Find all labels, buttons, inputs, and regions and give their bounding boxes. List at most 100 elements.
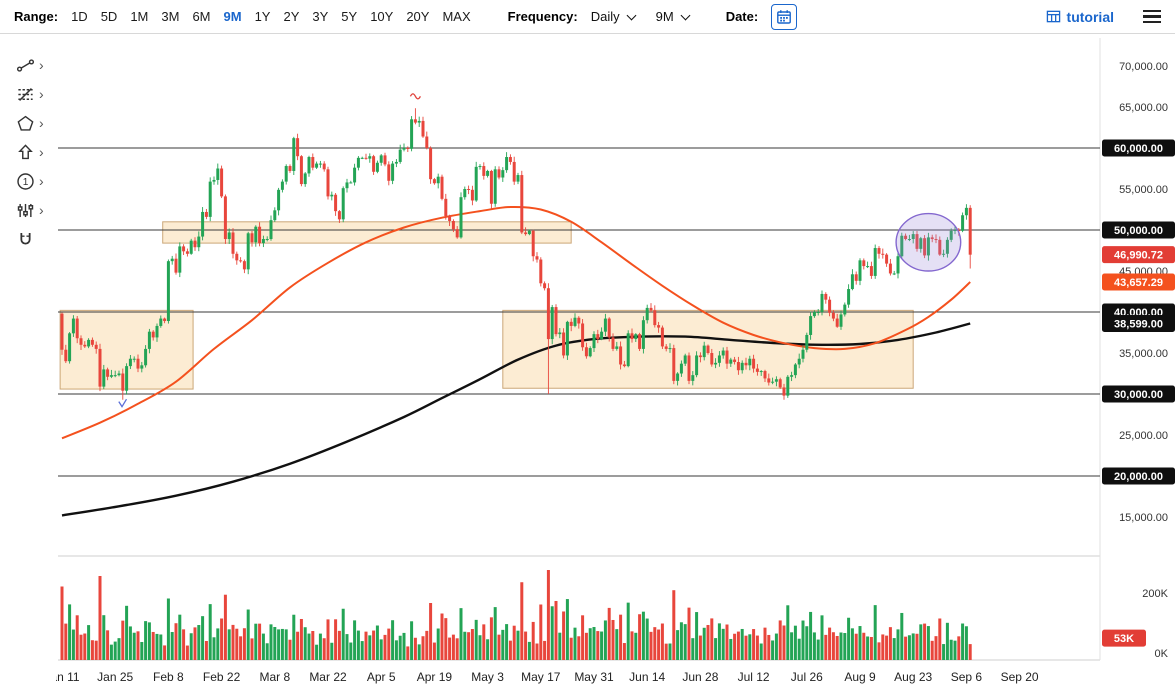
svg-text:53K: 53K — [1114, 633, 1134, 645]
submenu-chevron-icon: › — [39, 144, 44, 160]
svg-text:30,000.00: 30,000.00 — [1114, 389, 1163, 401]
range-option-5D[interactable]: 5D — [100, 9, 118, 24]
highlight-ellipse[interactable] — [895, 212, 962, 272]
svg-text:Mar 22: Mar 22 — [309, 670, 347, 684]
volume-badge — [1102, 629, 1146, 647]
shape-tool-button[interactable]: › — [16, 114, 44, 132]
ma-slow-line — [61, 322, 971, 517]
frequency-dropdown[interactable]: Daily — [590, 9, 637, 24]
range-option-1M[interactable]: 1M — [130, 9, 149, 24]
peak-marker — [409, 93, 421, 100]
range-option-3Y[interactable]: 3Y — [312, 9, 329, 24]
svg-text:55,000.00: 55,000.00 — [1119, 184, 1168, 196]
svg-text:38,599.00: 38,599.00 — [1114, 318, 1163, 330]
zones — [59, 221, 914, 390]
range-option-3M[interactable]: 3M — [161, 9, 180, 24]
svg-text:Aug 23: Aug 23 — [894, 670, 932, 684]
svg-text:Aug 9: Aug 9 — [844, 670, 876, 684]
svg-text:May 17: May 17 — [521, 670, 561, 684]
range-option-2Y[interactable]: 2Y — [283, 9, 300, 24]
svg-text:43,657.29: 43,657.29 — [1114, 277, 1163, 289]
arrow-tool-icon — [16, 143, 35, 162]
svg-text:Sep 20: Sep 20 — [1001, 670, 1039, 684]
period-dropdown[interactable]: 9M — [655, 9, 691, 24]
range-option-MAX[interactable]: MAX — [442, 9, 471, 24]
brand[interactable]: tutorial — [1046, 9, 1114, 25]
toolbar: Range: 1D 5D 1M 3M 6M 9M 1Y 2Y 3Y 5Y 10Y 20Y MAX Fre… — [0, 0, 1175, 34]
indicator-tool-button[interactable]: › — [16, 201, 44, 219]
svg-text:0K: 0K — [1155, 648, 1169, 660]
calendar-icon — [776, 9, 792, 25]
magnet-tool-icon — [16, 230, 35, 249]
svg-text:Feb 8: Feb 8 — [153, 670, 184, 684]
range-option-10Y[interactable]: 10Y — [370, 9, 394, 24]
candles — [60, 108, 972, 400]
fibonacci-tool-button[interactable]: › — [16, 85, 44, 103]
magnet-tool-button[interactable] — [16, 230, 35, 248]
svg-text:Jul 26: Jul 26 — [791, 670, 823, 684]
date-label: Date: — [725, 9, 759, 24]
frequency-label: Frequency: — [507, 9, 578, 24]
svg-text:70,000.00: 70,000.00 — [1119, 61, 1168, 73]
ma-slow-price-badge — [1102, 314, 1175, 332]
svg-text:20,000.00: 20,000.00 — [1114, 471, 1163, 483]
svg-text:1: 1 — [23, 177, 29, 188]
date-picker-button[interactable] — [771, 3, 798, 30]
fibonacci-tool-icon — [16, 85, 35, 104]
trend-line-tool-button[interactable]: › — [16, 56, 44, 74]
svg-text:Apr 19: Apr 19 — [417, 670, 453, 684]
range-option-5Y[interactable]: 5Y — [341, 9, 358, 24]
moving-averages — [61, 205, 971, 517]
range-option-1D[interactable]: 1D — [71, 9, 88, 24]
indicator-tool-icon — [16, 201, 35, 220]
submenu-chevron-icon: › — [39, 57, 44, 73]
svg-text:Jun 14: Jun 14 — [629, 670, 665, 684]
chevron-down-icon — [626, 10, 637, 20]
svg-text:May 3: May 3 — [471, 670, 504, 684]
range-option-9M[interactable]: 9M — [223, 9, 242, 24]
range-option-20Y[interactable]: 20Y — [406, 9, 430, 24]
submenu-chevron-icon: › — [39, 115, 44, 131]
supply-zone-upper[interactable] — [162, 221, 572, 244]
price-level-badge-30000 — [1102, 385, 1175, 403]
menu-icon[interactable] — [1143, 9, 1161, 24]
period-value: 9M — [655, 9, 674, 24]
submenu-chevron-icon: › — [39, 86, 44, 102]
last-price-badge — [1102, 246, 1175, 264]
svg-text:50,000.00: 50,000.00 — [1114, 225, 1163, 237]
shape-tool-icon — [16, 114, 35, 133]
svg-text:Feb 22: Feb 22 — [203, 670, 241, 684]
svg-text:May 31: May 31 — [574, 670, 614, 684]
svg-text:35,000.00: 35,000.00 — [1119, 348, 1168, 360]
submenu-chevron-icon: › — [39, 173, 44, 189]
annotation-markers — [118, 93, 421, 408]
ma-fast-price-badge — [1102, 273, 1175, 291]
trough-marker — [118, 398, 128, 408]
svg-text:Jul 12: Jul 12 — [738, 670, 770, 684]
svg-text:65,000.00: 65,000.00 — [1119, 102, 1168, 114]
svg-text:15,000.00: 15,000.00 — [1119, 512, 1168, 524]
drawn-horizontal-lines — [58, 147, 1100, 477]
price-level-badge-50000 — [1102, 221, 1175, 239]
price-badges: 60,000.0050,000.0046,990.7243,657.2940,0… — [1102, 139, 1175, 647]
range-option-6M[interactable]: 6M — [192, 9, 211, 24]
brand-icon — [1046, 9, 1061, 24]
highlight — [895, 212, 962, 272]
range-option-1Y[interactable]: 1Y — [254, 9, 271, 24]
brand-name: tutorial — [1066, 8, 1114, 25]
svg-text:Sep 6: Sep 6 — [951, 670, 983, 684]
svg-text:60,000.00: 60,000.00 — [1114, 143, 1163, 155]
svg-text:Jun 28: Jun 28 — [682, 670, 718, 684]
tool-rail: › › › › 1 › › — [0, 34, 56, 698]
svg-text:Jan 25: Jan 25 — [97, 670, 133, 684]
volume-bars — [60, 570, 972, 660]
svg-text:46,990.72: 46,990.72 — [1114, 250, 1163, 262]
submenu-chevron-icon: › — [39, 202, 44, 218]
number-annotation-tool-button[interactable]: 1 › — [16, 172, 44, 190]
frequency-value: Daily — [590, 9, 620, 24]
arrow-tool-button[interactable]: › — [16, 143, 44, 161]
number-annotation-tool-icon: 1 — [16, 172, 35, 191]
